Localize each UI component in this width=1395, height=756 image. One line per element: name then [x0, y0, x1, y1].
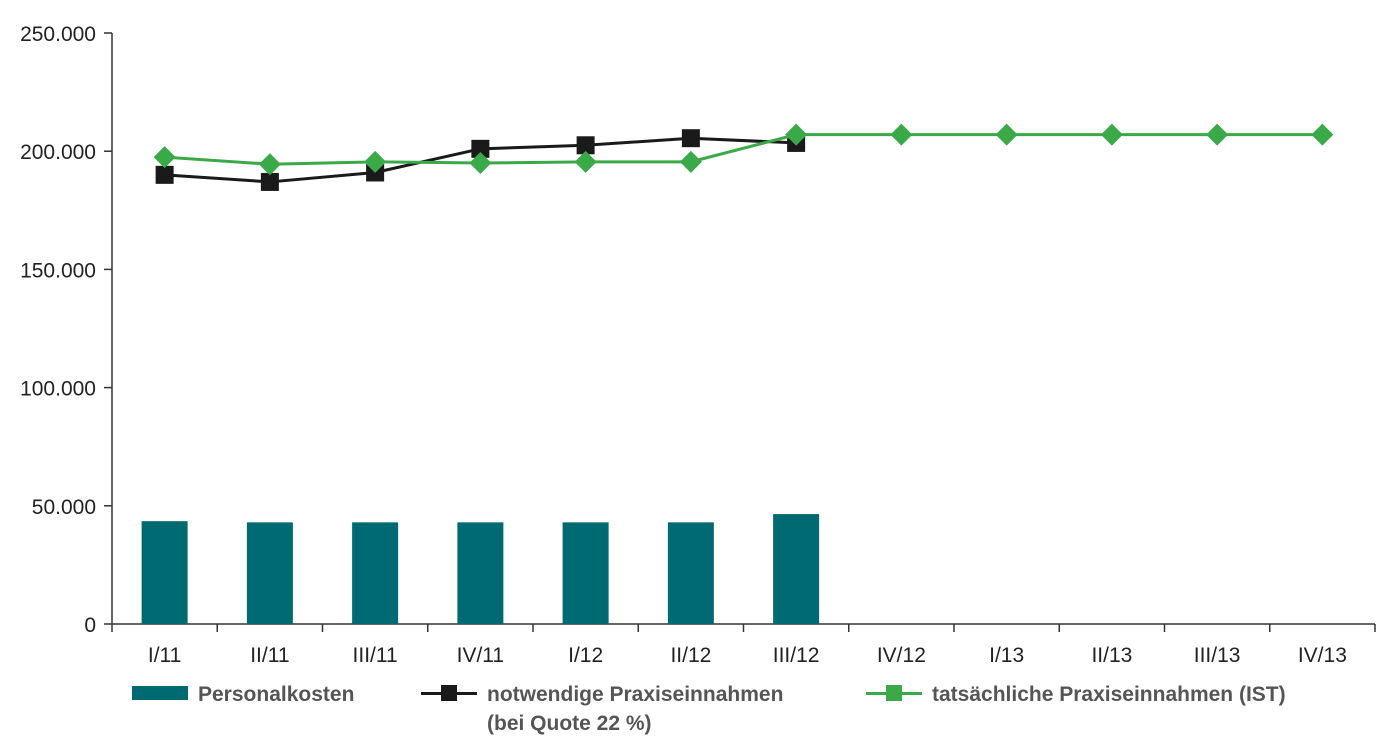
legend-item-personalkosten: Personalkosten [132, 680, 354, 709]
legend-swatch-black-line [421, 680, 477, 709]
x-tick-label: I/13 [989, 644, 1024, 667]
point-square [576, 136, 595, 155]
line-series [153, 123, 1334, 191]
x-tick-label: IV/12 [877, 644, 926, 667]
point-square [260, 172, 279, 191]
point-diamond [1100, 123, 1123, 146]
legend-label: notwendige Praxiseinnahmen (bei Quote 22… [487, 683, 784, 735]
bar [246, 522, 293, 624]
x-tick-label: II/12 [670, 644, 711, 667]
x-tick-label: III/12 [773, 644, 820, 667]
y-axis: 0 50.000 100.000 150.000 200.000 250.000 [20, 23, 113, 637]
y-tick-label: 200.000 [20, 141, 96, 164]
x-tick-label: III/13 [1194, 644, 1241, 667]
point-diamond [1311, 123, 1334, 146]
x-axis: I/11 II/11 III/11 IV/11 I/12 II/12 III/12 IV/12… [111, 623, 1376, 667]
legend-item-tatsaechliche: tatsächliche Praxiseinnahmen (IST) [866, 680, 1286, 709]
point-diamond [258, 153, 281, 176]
point-diamond [679, 150, 702, 173]
bar [352, 522, 399, 624]
bar [141, 521, 188, 624]
point-diamond [153, 146, 176, 169]
legend-item-notwendige: notwendige Praxiseinnahmen (bei Quote 22… [421, 680, 783, 738]
bar [773, 514, 820, 624]
x-tick-label: II/11 [250, 644, 289, 667]
y-tick-label: 150.000 [20, 259, 96, 282]
point-square [681, 129, 700, 148]
point-diamond [574, 150, 597, 173]
y-tick-label: 250.000 [20, 23, 96, 46]
x-tick-label: III/11 [353, 644, 398, 667]
x-tick-label: IV/11 [457, 644, 504, 667]
legend: Personalkosten notwendige Praxiseinnahme… [0, 680, 1395, 750]
point-diamond [469, 152, 492, 175]
point-square [471, 139, 490, 158]
point-diamond [785, 123, 808, 146]
y-tick-label: 0 [84, 614, 96, 637]
y-tick-label: 50.000 [32, 496, 96, 519]
legend-swatch-bar [132, 680, 188, 709]
point-diamond [995, 123, 1018, 146]
bar [562, 522, 609, 624]
x-tick-label: I/11 [148, 644, 181, 667]
chart: 0 50.000 100.000 150.000 200.000 250.000 I/11… [20, 23, 1376, 667]
bar [457, 522, 504, 624]
point-diamond [1206, 123, 1229, 146]
legend-label: tatsächliche Praxiseinnahmen (IST) [932, 683, 1286, 706]
x-tick-label: I/12 [568, 644, 603, 667]
point-diamond [364, 150, 387, 173]
point-square [155, 165, 174, 184]
point-diamond [890, 123, 913, 146]
bar [667, 522, 714, 624]
bar-series [141, 514, 820, 624]
series-line [164, 133, 1323, 166]
legend-swatch-green-line [866, 680, 922, 709]
x-tick-label: IV/13 [1298, 644, 1347, 667]
x-tick-label: II/13 [1091, 644, 1132, 667]
legend-label: Personalkosten [198, 683, 355, 706]
y-tick-label: 100.000 [20, 378, 96, 401]
